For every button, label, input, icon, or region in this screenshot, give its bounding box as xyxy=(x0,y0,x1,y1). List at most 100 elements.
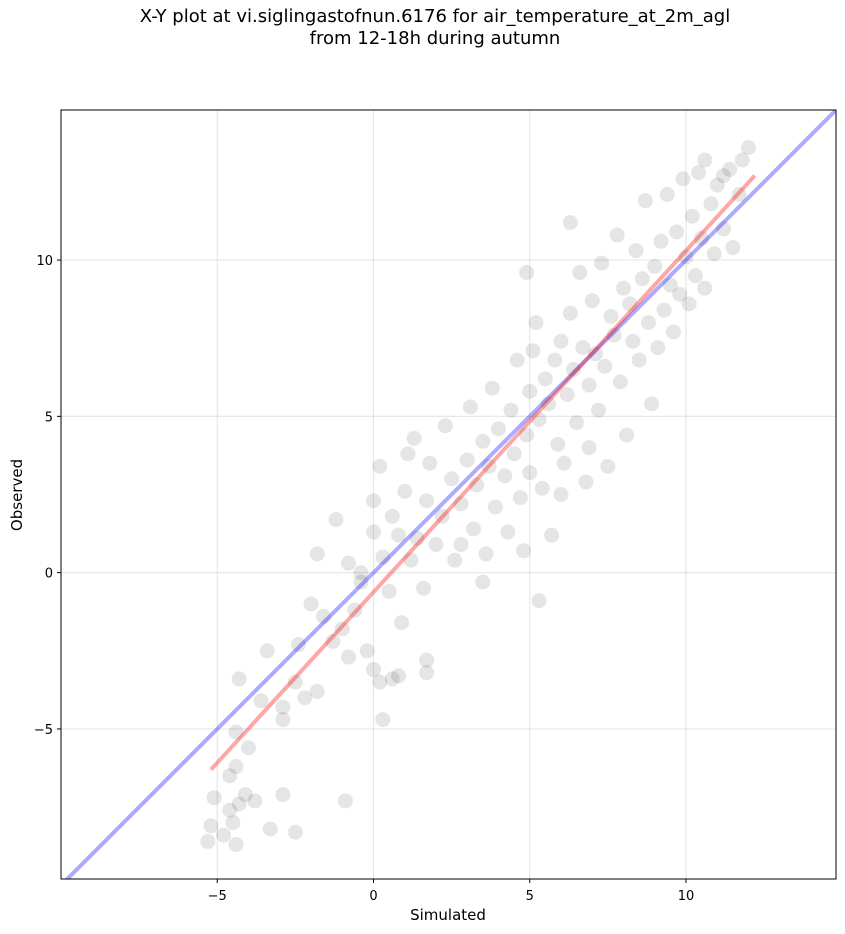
data-point xyxy=(231,671,247,687)
data-point xyxy=(516,543,531,559)
data-point xyxy=(447,552,463,568)
data-point xyxy=(697,280,713,296)
data-point xyxy=(725,240,741,256)
data-point xyxy=(259,643,275,659)
data-point xyxy=(650,340,666,356)
data-point xyxy=(222,768,238,784)
data-point xyxy=(469,477,485,493)
data-point xyxy=(581,440,597,456)
data-point xyxy=(647,258,663,274)
data-point xyxy=(206,790,222,806)
data-point xyxy=(709,177,725,193)
data-point xyxy=(653,233,669,249)
data-point xyxy=(384,508,400,524)
data-point xyxy=(553,487,569,502)
data-point xyxy=(525,343,541,359)
x-tick-label: 5 xyxy=(526,889,534,904)
data-point xyxy=(231,796,247,812)
data-point xyxy=(581,377,597,393)
data-point xyxy=(228,758,244,774)
data-point xyxy=(275,699,291,715)
data-point xyxy=(400,446,416,462)
data-point xyxy=(572,265,588,281)
data-point xyxy=(453,496,469,512)
data-point xyxy=(297,690,313,706)
data-point xyxy=(544,527,560,543)
data-point xyxy=(587,346,603,362)
data-point xyxy=(397,483,413,499)
data-point xyxy=(228,837,244,853)
data-point xyxy=(662,277,678,293)
data-point xyxy=(419,652,435,668)
y-tick-label: 0 xyxy=(45,567,53,582)
data-point xyxy=(634,271,650,287)
data-point xyxy=(334,621,350,637)
data-point xyxy=(366,662,381,678)
data-point xyxy=(316,608,331,624)
data-point xyxy=(459,452,475,468)
data-point xyxy=(225,815,241,831)
data-point xyxy=(309,683,325,699)
data-point xyxy=(522,465,538,481)
data-point xyxy=(203,818,219,834)
data-point xyxy=(556,455,572,471)
data-point xyxy=(372,458,388,474)
data-point xyxy=(641,315,656,331)
data-point xyxy=(687,268,703,284)
data-point xyxy=(394,615,410,631)
data-point xyxy=(303,596,319,612)
data-point xyxy=(341,649,356,665)
data-point xyxy=(241,740,256,756)
data-point xyxy=(606,327,622,343)
data-point xyxy=(391,668,406,684)
data-point xyxy=(309,546,325,562)
data-point xyxy=(444,471,460,487)
data-point xyxy=(603,308,619,324)
data-point xyxy=(619,427,635,443)
data-point xyxy=(475,433,491,449)
data-point xyxy=(375,712,391,728)
data-point xyxy=(341,555,356,571)
data-point xyxy=(669,224,685,240)
y-tick-label: −5 xyxy=(34,723,53,738)
data-point xyxy=(566,361,581,377)
data-point xyxy=(409,530,425,546)
data-point xyxy=(609,227,625,243)
x-tick-label: 0 xyxy=(369,889,377,904)
data-point xyxy=(437,418,453,434)
data-point xyxy=(697,152,713,168)
data-point xyxy=(328,512,344,528)
fit-line xyxy=(209,174,757,771)
data-point xyxy=(681,296,697,312)
data-point xyxy=(419,493,435,509)
x-tick-label: −5 xyxy=(208,889,227,904)
reference-lines xyxy=(64,110,836,879)
data-point xyxy=(509,352,525,368)
data-point xyxy=(384,671,400,687)
data-point xyxy=(631,352,647,368)
data-point xyxy=(562,305,578,321)
data-point xyxy=(491,421,506,437)
data-point xyxy=(481,458,497,474)
data-point xyxy=(403,552,419,568)
data-point xyxy=(237,787,253,803)
data-point xyxy=(741,140,756,156)
data-point xyxy=(462,399,478,415)
data-point xyxy=(353,565,369,581)
data-point xyxy=(628,243,644,259)
data-point xyxy=(337,793,353,809)
data-point xyxy=(247,793,263,809)
data-point xyxy=(659,186,675,202)
data-point xyxy=(372,674,388,690)
data-point xyxy=(537,371,553,387)
data-point xyxy=(622,296,638,312)
x-axis-label: Simulated xyxy=(410,906,486,924)
data-point xyxy=(528,315,544,331)
data-point xyxy=(512,490,528,506)
data-point xyxy=(466,521,481,537)
data-point xyxy=(656,302,672,318)
data-point xyxy=(422,455,438,471)
data-point xyxy=(594,255,610,271)
data-point xyxy=(416,580,431,596)
